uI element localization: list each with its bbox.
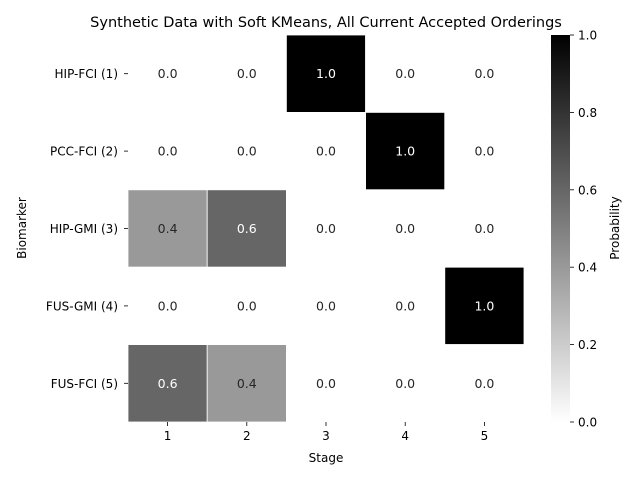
heatmap-cell — [127, 34, 208, 113]
cell-value-label: 0.0 — [316, 144, 336, 159]
heatmap-cell — [285, 344, 366, 423]
x-tick-label: 4 — [401, 429, 409, 443]
heatmap-cell — [365, 189, 446, 268]
cell-value-label: 0.0 — [237, 66, 257, 81]
heatmap-cell — [127, 112, 208, 191]
y-axis-label: Biomarker — [15, 197, 29, 259]
heatmap-cell — [444, 344, 525, 423]
heatmap-cell — [365, 266, 446, 346]
heatmap-cell — [285, 34, 366, 113]
colorbar-ticks: 0.0 0.2 0.4 0.6 0.8 1.0 — [570, 29, 597, 430]
x-tick-label: 5 — [481, 429, 489, 443]
heatmap-cell — [444, 112, 525, 191]
cell-value-label: 0.0 — [395, 298, 415, 313]
heatmap-cell-labels: 0.0 0.0 1.0 0.0 0.0 0.0 0.0 0.0 1.0 0.0 0.4 0.6 0.0 0… — [158, 66, 495, 391]
heatmap-cells — [127, 34, 525, 423]
cell-value-label: 0.4 — [237, 376, 257, 391]
y-tick-label: FUS-FCI (5) — [51, 377, 118, 391]
cell-value-label: 0.0 — [158, 144, 178, 159]
x-axis-label: Stage — [309, 451, 344, 465]
chart-title: Synthetic Data with Soft KMeans, All Cur… — [90, 15, 562, 31]
x-axis: 1 2 3 4 5 — [164, 422, 488, 443]
heatmap-cell — [127, 344, 208, 423]
heatmap-cell — [206, 344, 287, 423]
x-tick-label: 2 — [243, 429, 251, 443]
cell-value-label: 0.0 — [395, 221, 415, 236]
colorbar-tick-label: 0.2 — [578, 338, 597, 352]
cell-value-label: 0.0 — [316, 298, 336, 313]
y-tick-label: HIP-GMI (3) — [50, 222, 118, 236]
cell-value-label: 0.0 — [237, 144, 257, 159]
cell-value-label: 0.0 — [316, 221, 336, 236]
heatmap-cell — [444, 34, 525, 113]
heatmap-cell — [206, 189, 287, 268]
cell-value-label: 0.0 — [474, 66, 494, 81]
cell-value-label: 0.0 — [474, 376, 494, 391]
cell-value-label: 0.0 — [237, 298, 257, 313]
heatmap-cell — [285, 112, 366, 191]
cell-value-label: 0.0 — [395, 376, 415, 391]
heatmap-cell — [285, 189, 366, 268]
x-tick-label: 3 — [322, 429, 330, 443]
x-tick-label: 1 — [164, 429, 172, 443]
colorbar-tick-label: 0.6 — [578, 183, 597, 197]
colorbar-gradient — [551, 35, 570, 422]
cell-value-label: 0.0 — [395, 66, 415, 81]
y-tick-label: PCC-FCI (2) — [50, 145, 118, 159]
colorbar-tick-label: 1.0 — [578, 29, 597, 43]
cell-value-label: 0.0 — [158, 66, 178, 81]
cell-value-label: 0.0 — [474, 144, 494, 159]
heatmap-cell — [206, 266, 287, 346]
cell-value-label: 0.0 — [158, 298, 178, 313]
heatmap-cell — [444, 266, 525, 346]
cell-value-label: 0.0 — [474, 221, 494, 236]
heatmap-cell — [285, 266, 366, 346]
colorbar-tick-label: 0.0 — [578, 416, 597, 430]
colorbar: 0.0 0.2 0.4 0.6 0.8 1.0 Probability — [551, 29, 622, 430]
y-tick-label: HIP-FCI (1) — [55, 67, 119, 81]
colorbar-tick-label: 0.4 — [578, 261, 597, 275]
cell-value-label: 0.0 — [316, 376, 336, 391]
cell-value-label: 1.0 — [474, 298, 494, 313]
colorbar-tick-label: 0.8 — [578, 106, 597, 120]
cell-value-label: 0.6 — [237, 221, 257, 236]
y-tick-label: FUS-GMI (4) — [46, 299, 118, 313]
y-axis: HIP-FCI (1) PCC-FCI (2) HIP-GMI (3) FUS-GMI… — [46, 67, 128, 391]
heatmap-cell — [365, 34, 446, 113]
cell-value-label: 1.0 — [316, 66, 336, 81]
colorbar-label: Probability — [608, 196, 622, 259]
heatmap-cell — [444, 189, 525, 268]
heatmap-cell — [206, 34, 287, 113]
cell-value-label: 0.6 — [158, 376, 178, 391]
cell-value-label: 0.4 — [158, 221, 178, 236]
cell-value-label: 1.0 — [395, 144, 415, 159]
